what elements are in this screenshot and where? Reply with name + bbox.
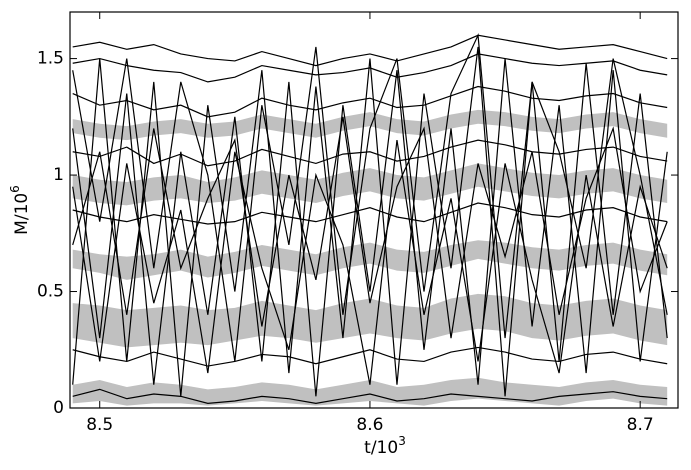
x-axis-label-text: t/10 — [364, 438, 398, 458]
series-line — [72, 53, 668, 83]
y-axis-label-text: M/10 — [12, 193, 32, 235]
series-line — [72, 140, 668, 385]
x-tick-label: 8.6 — [356, 415, 383, 435]
plot-frame — [69, 11, 679, 409]
band — [72, 109, 668, 141]
x-tick-label: 8.5 — [86, 415, 113, 435]
x-axis-label-sup: 3 — [398, 434, 406, 448]
y-axis-label-sup: 6 — [8, 185, 22, 193]
band — [72, 377, 668, 406]
series-line — [72, 34, 668, 67]
series-line — [72, 116, 668, 339]
series-line — [72, 33, 668, 362]
y-axis-label: M/106 — [8, 185, 33, 235]
series-line — [72, 46, 668, 397]
series-line — [72, 58, 668, 397]
y-tick-label: 1.5 — [37, 49, 64, 69]
series-line — [72, 85, 668, 118]
x-axis-label: t/103 — [364, 434, 406, 459]
band — [72, 293, 668, 348]
y-tick-label: 0.5 — [37, 282, 64, 302]
series-line — [72, 139, 668, 167]
series-line — [72, 202, 668, 225]
y-tick-label: 1 — [53, 165, 64, 185]
series-line — [72, 388, 668, 404]
x-tick-label: 8.7 — [627, 415, 654, 435]
series-line — [72, 346, 668, 367]
y-tick-label: 0 — [53, 398, 64, 418]
